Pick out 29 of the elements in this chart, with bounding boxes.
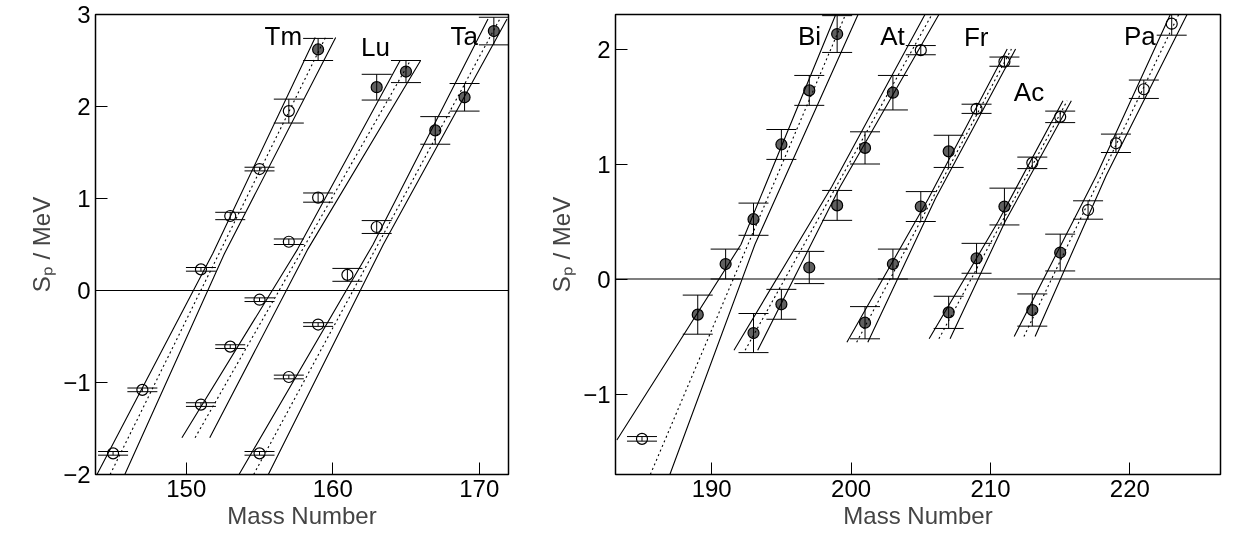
x-tick-label: 160 (312, 474, 353, 502)
y-tick-label: 0 (77, 277, 91, 304)
y-axis-title: Sₚ / MeV (28, 196, 57, 293)
x-axis-title: Mass Number (227, 501, 377, 529)
y-tick-label: 0 (597, 265, 611, 293)
x-axis-title: Mass Number (843, 501, 993, 529)
series-label: Fr (963, 21, 989, 52)
x-tick-label: 200 (831, 474, 872, 502)
y-tick-label: 3 (77, 1, 91, 28)
series-label: Tm (264, 20, 303, 51)
series-label: At (880, 20, 906, 51)
y-tick-label: 1 (597, 150, 611, 178)
x-tick-label: 170 (459, 474, 500, 502)
x-tick-label: 150 (166, 474, 207, 502)
x-tick-label: 190 (691, 474, 732, 502)
y-tick-label: −1 (63, 369, 91, 396)
y-tick-label: 1 (77, 185, 91, 212)
y-tick-label: −2 (63, 461, 91, 488)
y-axis-title: Sₚ / MeV (548, 196, 577, 293)
y-tick-label: 2 (77, 93, 91, 120)
x-tick-label: 220 (1109, 474, 1150, 502)
y-tick-label: 2 (597, 35, 611, 63)
series-label: Bi (798, 20, 822, 51)
series-label: Pa (1123, 20, 1157, 51)
series-label: Lu (361, 31, 390, 62)
x-tick-label: 210 (970, 474, 1011, 502)
y-tick-label: −1 (583, 380, 611, 408)
series-label: Ac (1013, 76, 1045, 107)
series-label: Ta (450, 20, 479, 51)
